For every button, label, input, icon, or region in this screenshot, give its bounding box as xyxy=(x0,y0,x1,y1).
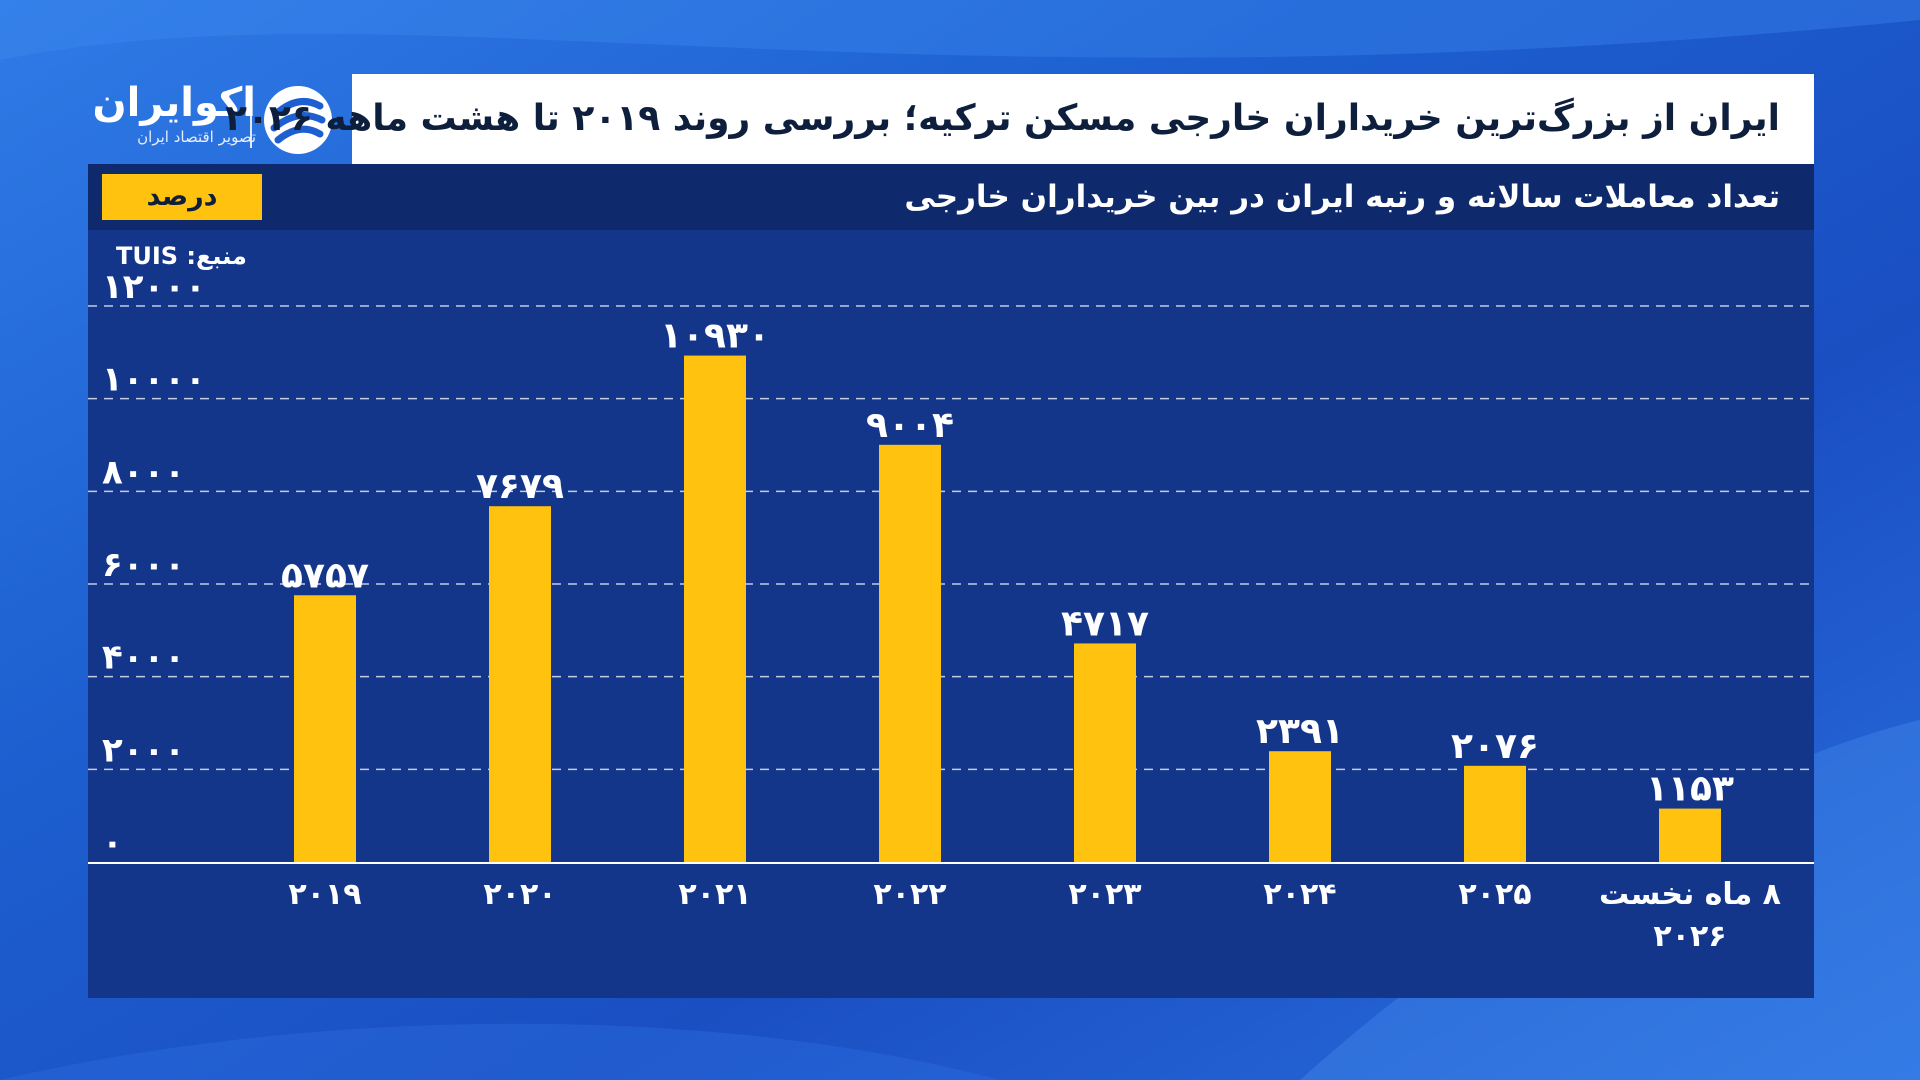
bar xyxy=(1659,808,1721,862)
x-tick-label: ۲۰۲۱ xyxy=(678,877,751,912)
y-tick-label: ۸۰۰۰ xyxy=(102,452,185,492)
bar xyxy=(1269,751,1331,862)
x-tick-label: ۲۰۱۹ xyxy=(288,877,361,912)
x-tick-label: ۲۰۲۲ xyxy=(873,877,946,912)
y-tick-label: ۱۰۰۰۰ xyxy=(102,360,206,400)
bar xyxy=(684,355,746,862)
header-bar: ایران از بزرگ‌ترین خریداران خارجی مسکن ت… xyxy=(225,74,1814,164)
data-label: ۴۷۱۷ xyxy=(1061,603,1149,644)
y-tick-label: ۴۰۰۰ xyxy=(102,638,185,678)
data-label: ۵۷۵۷ xyxy=(281,555,369,596)
y-tick-label: ۱۲۰۰۰ xyxy=(102,267,206,307)
bar-chart: ۰ ۲۰۰۰ ۴۰۰۰ ۶۰۰۰ ۸۰۰۰ ۱۰۰۰۰ ۱۲۰۰۰ ۵۷۵۷ ۲۰۱۹ ۷۶۷۹ ۲… xyxy=(88,267,1814,954)
data-label: ۲۰۷۶ xyxy=(1451,726,1539,767)
source-note: منبع: TUIS xyxy=(116,242,247,270)
y-tick-label: ۰ xyxy=(102,823,123,863)
subtitle-bar: تعداد معاملات سالانه و رتبه ایران در بین… xyxy=(88,164,1814,230)
x-tick-label: ۲۰۲۶ xyxy=(1653,919,1726,954)
bar xyxy=(1464,765,1526,862)
unit-badge: درصد xyxy=(102,174,262,220)
bar xyxy=(879,444,941,862)
logo-name: اکوایران xyxy=(92,80,256,126)
x-tick-label: ۸ ماه نخست xyxy=(1599,877,1781,912)
logo-separator xyxy=(250,90,252,148)
chart-panel: تعداد معاملات سالانه و رتبه ایران در بین… xyxy=(88,164,1814,998)
chart-subtitle: تعداد معاملات سالانه و رتبه ایران در بین… xyxy=(904,179,1780,215)
data-label: ۱۱۵۳ xyxy=(1646,769,1734,810)
bar xyxy=(1074,643,1136,862)
data-label: ۲۳۹۱ xyxy=(1256,711,1344,752)
x-tick-label: ۲۰۲۴ xyxy=(1263,877,1336,912)
bar xyxy=(294,595,356,862)
page-title: ایران از بزرگ‌ترین خریداران خارجی مسکن ت… xyxy=(224,98,1780,139)
brand-logo: اکوایران تصویر اقتصاد ایران xyxy=(90,74,352,164)
data-label: ۹۰۰۴ xyxy=(866,405,954,446)
data-label: ۱۰۹۳۰ xyxy=(660,316,770,357)
logo-tagline: تصویر اقتصاد ایران xyxy=(137,128,256,146)
data-label: ۷۶۷۹ xyxy=(476,466,564,507)
x-tick-label: ۲۰۲۳ xyxy=(1068,877,1141,912)
x-tick-label: ۲۰۲۵ xyxy=(1458,877,1531,912)
x-tick-label: ۲۰۲۰ xyxy=(483,877,556,912)
ecoiran-logo-icon xyxy=(264,86,332,154)
y-tick-label: ۲۰۰۰ xyxy=(102,730,185,770)
y-tick-label: ۶۰۰۰ xyxy=(102,545,185,585)
bar xyxy=(489,506,551,862)
